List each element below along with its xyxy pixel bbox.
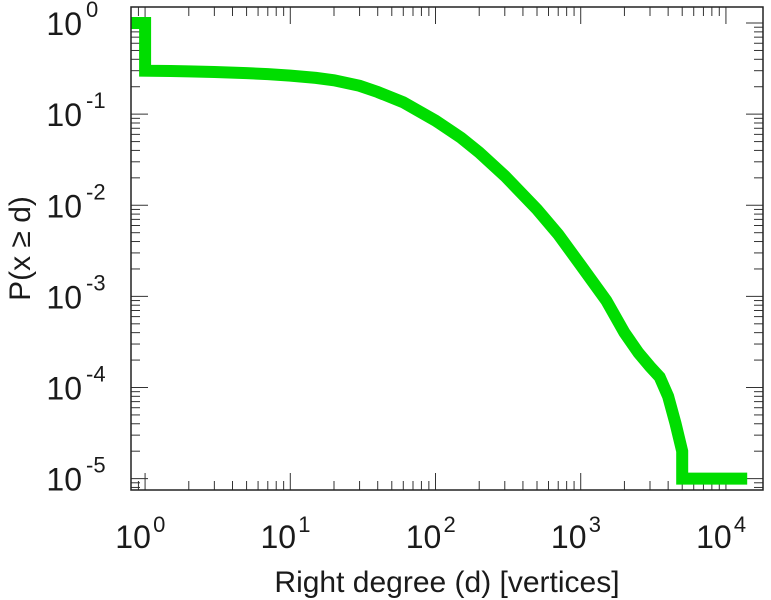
y-tick-label: 10 -3 — [46, 270, 105, 315]
y-tick-base: 10 — [46, 188, 82, 224]
x-tick-base: 10 — [551, 519, 587, 555]
x-tick-base: 10 — [260, 519, 296, 555]
y-tick-exponent: -5 — [86, 453, 106, 478]
x-tick-base: 10 — [406, 519, 442, 555]
major-ticks — [131, 7, 763, 490]
x-tick-labels: 10 0 10 1 10 2 10 3 10 4 — [115, 512, 746, 555]
x-tick-exponent: 0 — [153, 512, 165, 537]
x-tick-label: 10 3 — [551, 512, 601, 555]
x-tick-label: 10 1 — [260, 512, 310, 555]
x-tick-label: 10 2 — [406, 512, 456, 555]
plot-frame — [130, 6, 764, 491]
y-tick-label: 10 -2 — [46, 179, 105, 224]
y-tick-exponent: -2 — [86, 179, 106, 204]
x-tick-base: 10 — [115, 519, 151, 555]
y-tick-base: 10 — [46, 97, 82, 133]
y-tick-label: 10 -5 — [46, 453, 105, 498]
x-tick-exponent: 3 — [589, 512, 601, 537]
x-tick-exponent: 1 — [298, 512, 310, 537]
x-tick-label: 10 4 — [696, 512, 746, 555]
y-tick-exponent: -3 — [86, 270, 106, 295]
y-tick-label: 10 -1 — [46, 88, 105, 133]
x-axis-title: Right degree (d) [vertices] — [274, 566, 619, 599]
x-tick-exponent: 4 — [734, 512, 746, 537]
y-tick-base: 10 — [46, 462, 82, 498]
ccdf-series-line — [131, 17, 748, 485]
x-tick-base: 10 — [696, 519, 732, 555]
y-tick-exponent: -4 — [86, 362, 106, 387]
x-tick-exponent: 2 — [444, 512, 456, 537]
x-tick-label: 10 0 — [115, 512, 165, 555]
y-tick-exponent: 0 — [86, 0, 98, 22]
y-axis-title: P(x ≥ d) — [4, 196, 37, 301]
y-tick-base: 10 — [46, 371, 82, 407]
y-tick-exponent: -1 — [86, 88, 106, 113]
y-tick-label: 10 -4 — [46, 362, 105, 407]
y-tick-base: 10 — [46, 279, 82, 315]
series-layer — [131, 17, 748, 485]
y-tick-base: 10 — [46, 6, 82, 42]
y-tick-label: 10 0 — [46, 0, 98, 42]
